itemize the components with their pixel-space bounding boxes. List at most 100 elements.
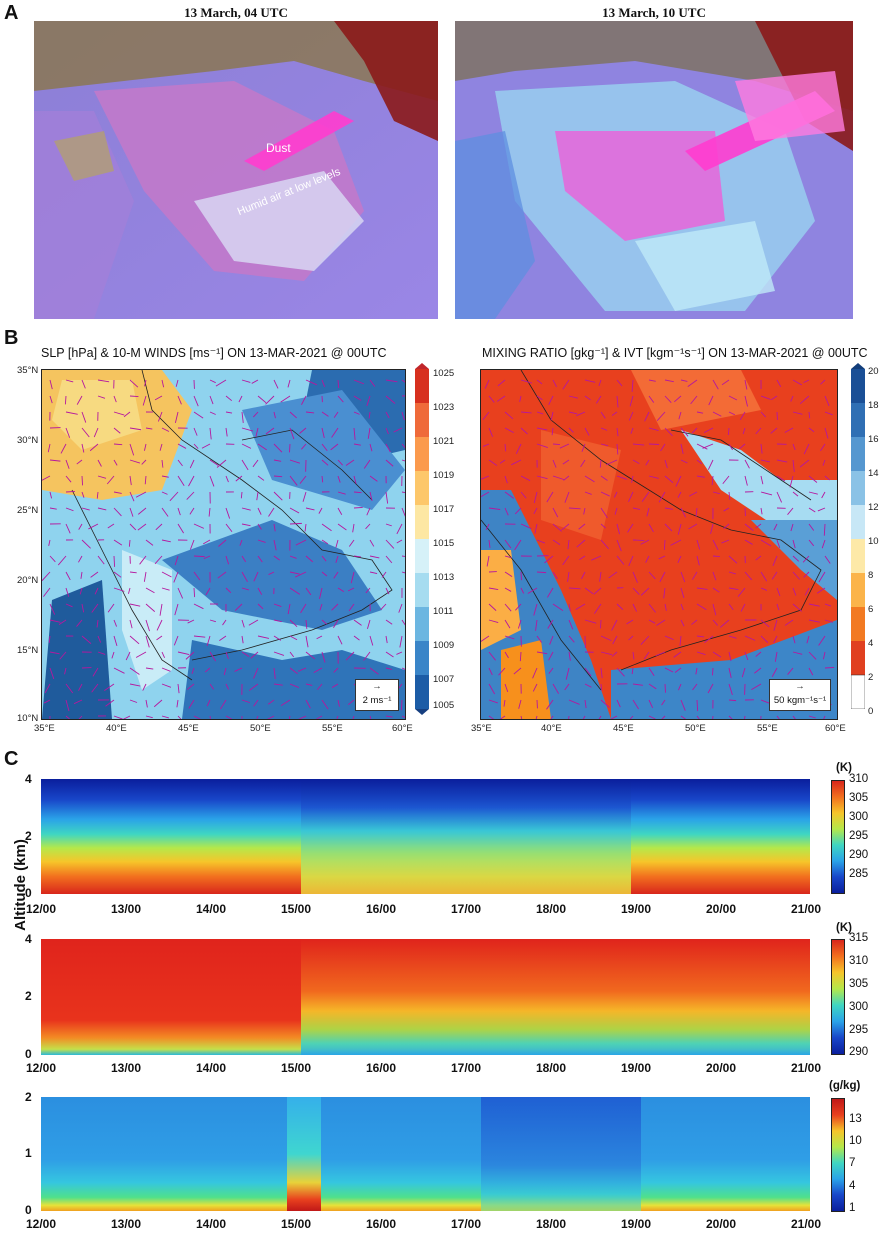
wind-arrow <box>49 555 56 563</box>
wind-arrow <box>305 683 313 686</box>
wind-arrow <box>688 491 698 497</box>
wind-arrow <box>727 427 730 435</box>
panel-a-right-title: 13 March, 10 UTC <box>602 5 706 20</box>
wind-arrow <box>225 715 233 719</box>
wind-arrow <box>792 587 797 596</box>
mr-cbar-label: 14 <box>868 468 879 479</box>
wind-arrow <box>792 443 796 451</box>
wind-arrow <box>584 587 594 595</box>
wind-arrow <box>611 619 618 631</box>
wind-arrow <box>772 555 778 567</box>
wind-arrow <box>739 411 746 421</box>
wind-arrow <box>289 571 300 575</box>
wind-arrow <box>107 603 115 613</box>
wind-arrow <box>824 475 830 481</box>
wind-arrow <box>696 459 703 465</box>
wind-arrow <box>305 555 314 563</box>
lat-tick: 35°N <box>17 365 39 376</box>
wind-arrow <box>594 603 602 614</box>
wind-arrow <box>49 395 53 404</box>
wind-arrow <box>536 395 543 401</box>
wind-arrow <box>385 635 388 644</box>
wind-arrow <box>488 507 501 510</box>
wind-arrow <box>273 491 283 501</box>
slp-cbar-label: 1023 <box>433 402 455 413</box>
wind-arrow <box>365 587 371 594</box>
wind-arrow <box>581 443 586 452</box>
wind-arrow <box>755 523 762 529</box>
wind-arrow <box>97 555 105 565</box>
x-tick: 18/00 <box>535 1217 567 1231</box>
wind-arrow <box>497 379 506 387</box>
wind-arrow <box>186 491 195 500</box>
wind-arrow <box>396 523 403 535</box>
wind-arrow <box>191 667 195 674</box>
wind-arrow <box>65 603 73 608</box>
wind-arrow <box>193 411 204 419</box>
wind-arrow <box>321 427 325 439</box>
wind-arrow <box>401 507 405 517</box>
wind-arrow <box>252 411 259 418</box>
wind-arrow <box>754 667 762 674</box>
wind-arrow <box>711 475 714 486</box>
wind-arrow <box>611 411 618 416</box>
wind-arrow <box>348 539 355 547</box>
wind-arrow <box>129 683 141 687</box>
wind-arrow <box>65 507 74 512</box>
wind-arrow <box>611 651 618 657</box>
wind-arrow <box>161 539 171 543</box>
wind-arrow <box>401 667 405 670</box>
wind-arrow <box>568 715 570 719</box>
wind-arrow <box>696 715 700 719</box>
wind-arrow <box>696 587 708 590</box>
wind-arrow <box>241 523 251 527</box>
wind-arrow <box>481 635 490 642</box>
wind-arrow <box>760 587 768 591</box>
wind-arrow <box>591 555 602 561</box>
wind-arrow <box>353 507 363 509</box>
wind-arrow <box>822 459 826 466</box>
wind-arrow <box>600 491 610 497</box>
wind-arrow <box>335 555 339 563</box>
y-tick: 2 <box>25 829 32 843</box>
wind-arrow <box>708 395 714 406</box>
wind-arrow <box>333 619 339 628</box>
wind-arrow <box>363 651 371 661</box>
wind-arrow <box>129 491 135 502</box>
strip1-cbar-label: 300 <box>849 811 869 823</box>
wind-arrow <box>702 443 714 449</box>
wind-arrow <box>808 715 816 719</box>
wind-arrow <box>744 571 753 581</box>
wind-arrow <box>206 635 211 647</box>
wind-arrow <box>596 395 602 404</box>
wind-arrow <box>789 475 794 488</box>
wind-arrow <box>584 475 595 483</box>
wind-arrow <box>712 667 714 676</box>
wind-arrow <box>664 427 673 437</box>
wind-arrow <box>135 491 147 498</box>
strip1-colorbar <box>831 780 845 894</box>
wind-arrow <box>548 651 554 661</box>
wind-arrow <box>206 699 211 707</box>
panel-a-left-title: 13 March, 04 UTC <box>184 5 288 20</box>
mixing-ratio-map-title: MIXING RATIO [gkg⁻¹] & IVT [kgm⁻¹s⁻¹] ON… <box>482 346 868 360</box>
wind-arrow <box>565 667 570 680</box>
slp-colorbar <box>415 363 429 715</box>
wind-arrow <box>208 507 211 517</box>
wind-arrow <box>691 571 698 580</box>
lat-tick: 30°N <box>17 435 39 446</box>
wind-arrow <box>209 411 216 415</box>
wind-arrow <box>401 443 405 449</box>
wind-arrow <box>536 443 548 448</box>
wind-arrow <box>579 555 586 561</box>
wind-arrow <box>337 395 344 403</box>
virtual-temperature-strip-2 <box>41 939 810 1055</box>
wind-arrow <box>568 603 571 612</box>
wind-arrow <box>304 523 307 532</box>
wind-arrow <box>680 507 687 518</box>
wind-arrow <box>218 539 227 547</box>
wind-arrow <box>664 379 674 383</box>
wind-arrow <box>289 683 300 688</box>
wind-arrow <box>584 379 596 383</box>
wind-arrow <box>173 635 179 646</box>
